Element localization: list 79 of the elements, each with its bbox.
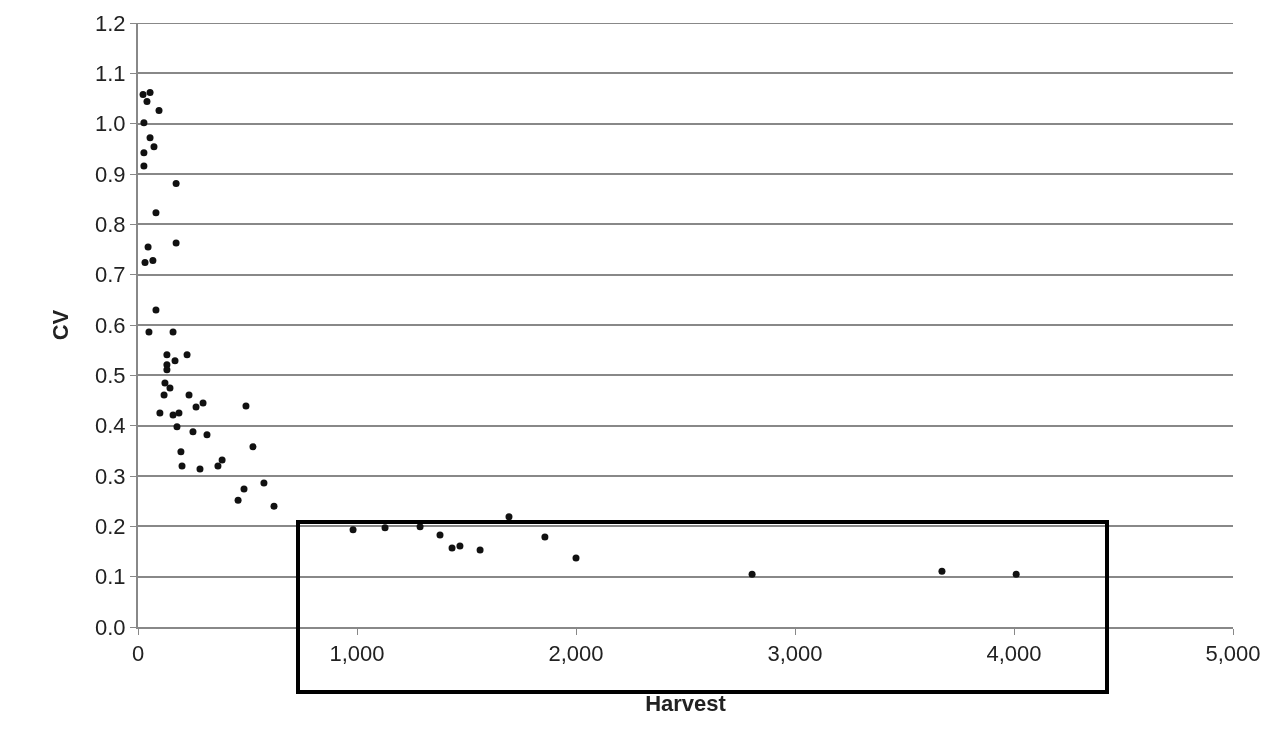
point [234,496,242,504]
point [143,98,151,106]
y-tick-label: 1.2 [95,10,126,36]
point [150,143,158,151]
point [203,431,211,439]
x-tick-label: 5,000 [1205,641,1261,667]
point [140,119,148,127]
y-tick-label: 0.5 [95,363,126,389]
x-tick-label: 2,000 [548,641,604,667]
y-tick-label: 0.8 [95,212,126,238]
point [160,391,168,399]
y-tick-label: 0.4 [95,413,126,439]
point [169,328,177,336]
x-tick-label: 3,000 [767,641,823,667]
point [152,209,160,217]
point [152,306,160,314]
point [149,257,157,265]
y-tick-label: 0.2 [95,514,126,540]
point [172,239,180,247]
x-tick-label: 1,000 [329,641,385,667]
point [163,366,171,374]
point [270,502,278,510]
point [156,409,164,417]
point [177,448,185,456]
point [183,351,191,359]
y-tick-label: 0.1 [95,564,126,590]
point [381,524,389,532]
point [1012,570,1020,578]
point [260,479,268,487]
point [161,379,169,387]
point [436,531,444,539]
y-tick-label: 0.0 [95,614,126,640]
x-axis-title: Harvest [645,690,727,716]
point [163,351,171,359]
point [218,456,226,464]
y-tick-label: 0.6 [95,312,126,338]
y-tick-label: 0.3 [95,463,126,489]
point [416,523,424,531]
point [140,162,148,170]
point [189,428,197,436]
point [185,391,193,399]
point [178,462,186,470]
point [166,384,174,392]
x-tick-label: 4,000 [986,641,1042,667]
point [140,149,148,157]
point [146,134,154,142]
point [145,328,153,336]
point [476,546,484,554]
y-tick-label: 0.9 [95,161,126,187]
point [155,107,163,115]
point [171,357,179,365]
point [214,462,222,470]
x-tick-label: 0 [131,641,145,667]
point [146,88,154,96]
point [541,533,549,541]
point [169,411,177,419]
y-tick-label: 1.0 [95,111,126,137]
point [242,402,250,410]
point [938,567,946,575]
point [141,259,149,267]
point [249,443,257,451]
point [199,399,207,407]
point [173,423,181,431]
point [505,513,513,521]
point [349,526,357,534]
point [196,465,204,473]
y-axis-title: CV [48,309,74,341]
point [572,554,580,562]
y-tick-label: 1.1 [95,61,126,87]
y-tick-label: 0.7 [95,262,126,288]
point [144,243,152,251]
point [192,403,200,411]
point [139,90,147,98]
point [240,485,248,493]
point [448,544,456,552]
point [748,570,756,578]
point [172,180,180,188]
point [456,542,464,550]
point [175,409,183,417]
